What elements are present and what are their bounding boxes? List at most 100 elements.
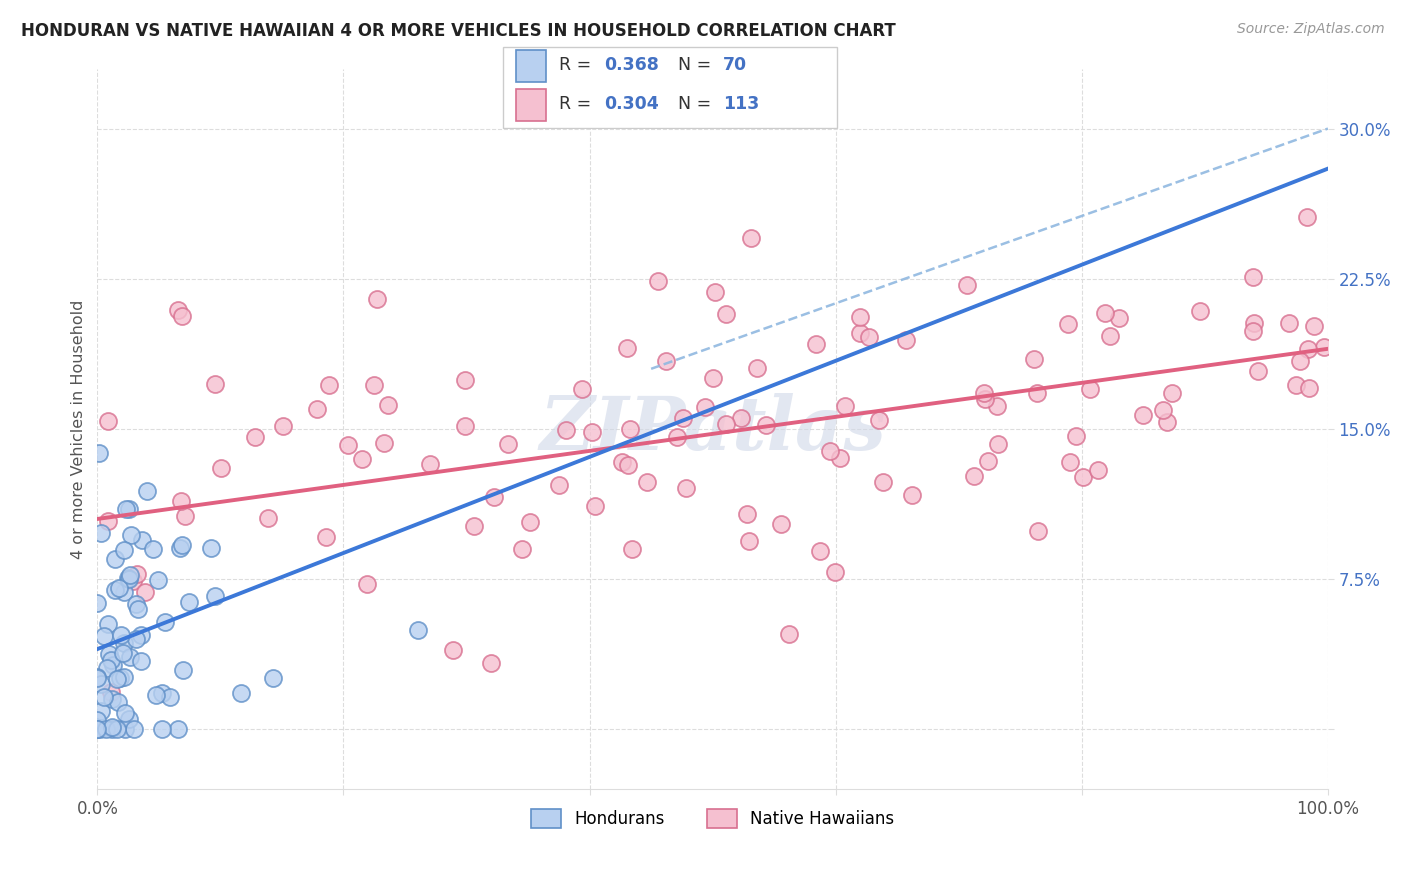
Point [120, 568, 142, 582]
Point [170, 309, 193, 323]
Point [336, 438, 359, 452]
Point [363, 378, 385, 392]
Point [1156, 415, 1178, 429]
Point [142, 541, 165, 556]
Point [1098, 329, 1121, 343]
Point [145, 688, 167, 702]
Point [1285, 378, 1308, 392]
Point [583, 499, 606, 513]
Point [463, 519, 485, 533]
Point [963, 468, 986, 483]
Point [118, 712, 141, 726]
Point [118, 572, 141, 586]
Point [655, 354, 678, 368]
Point [804, 336, 827, 351]
Point [1087, 463, 1109, 477]
Point [90, 704, 112, 718]
Point [1094, 306, 1116, 320]
Point [104, 552, 127, 566]
Point [1059, 455, 1081, 469]
Point [1243, 316, 1265, 330]
Text: R =: R = [560, 56, 598, 74]
Point [150, 686, 173, 700]
Point [496, 437, 519, 451]
Point [231, 686, 253, 700]
Point [114, 502, 136, 516]
Point [1108, 311, 1130, 326]
Point [1056, 318, 1078, 332]
Point [555, 423, 578, 437]
Point [377, 399, 399, 413]
Point [740, 230, 762, 244]
Point [849, 310, 872, 324]
Point [93, 629, 115, 643]
Point [243, 430, 266, 444]
Point [1241, 270, 1264, 285]
Point [1022, 352, 1045, 367]
Point [90, 676, 112, 690]
Point [97, 414, 120, 428]
Point [114, 706, 136, 720]
Text: 70: 70 [723, 56, 747, 74]
Point [1026, 524, 1049, 538]
Point [177, 595, 200, 609]
Point [101, 658, 124, 673]
Point [610, 455, 633, 469]
Point [406, 623, 429, 637]
Point [547, 478, 569, 492]
Point [1303, 319, 1326, 334]
Point [94, 722, 117, 736]
Point [112, 670, 135, 684]
Point [1071, 470, 1094, 484]
Point [169, 541, 191, 556]
Point [714, 417, 737, 432]
Point [973, 385, 995, 400]
Point [150, 722, 173, 736]
Point [352, 452, 374, 467]
Point [125, 566, 148, 581]
Point [112, 636, 135, 650]
Point [621, 541, 644, 556]
Point [1132, 409, 1154, 423]
Point [129, 654, 152, 668]
Point [98, 647, 121, 661]
Point [97, 616, 120, 631]
Text: Source: ZipAtlas.com: Source: ZipAtlas.com [1237, 22, 1385, 37]
Point [356, 576, 378, 591]
Point [636, 475, 658, 489]
Point [1161, 386, 1184, 401]
Point [482, 490, 505, 504]
Point [730, 410, 752, 425]
Point [148, 573, 170, 587]
Point [167, 302, 190, 317]
Point [86, 713, 108, 727]
Point [111, 646, 134, 660]
Point [120, 528, 142, 542]
Point [122, 722, 145, 736]
Point [200, 541, 222, 555]
Point [1278, 316, 1301, 330]
Point [101, 691, 124, 706]
Point [125, 597, 148, 611]
Point [204, 377, 226, 392]
Point [86, 671, 108, 685]
Point [262, 672, 284, 686]
FancyBboxPatch shape [516, 88, 546, 120]
Point [1247, 364, 1270, 378]
Point [454, 373, 477, 387]
Point [129, 628, 152, 642]
Point [104, 582, 127, 597]
Point [114, 722, 136, 736]
Point [125, 632, 148, 646]
Point [117, 571, 139, 585]
Point [315, 531, 337, 545]
Point [170, 538, 193, 552]
Point [271, 419, 294, 434]
Point [769, 516, 792, 531]
Point [307, 402, 329, 417]
Point [86, 722, 108, 736]
Y-axis label: 4 or more Vehicles in Household: 4 or more Vehicles in Household [72, 299, 86, 558]
Point [1298, 381, 1320, 395]
Point [86, 670, 108, 684]
Point [830, 450, 852, 465]
